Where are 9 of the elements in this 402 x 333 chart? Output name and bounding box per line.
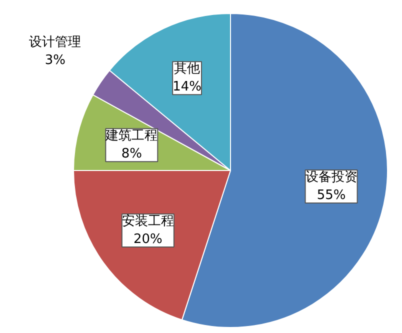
slice-label: 设备投资	[305, 170, 358, 185]
data-label: 55%	[316, 188, 346, 203]
data-label: 14%	[172, 80, 202, 95]
slice-label: 安装工程	[122, 212, 174, 229]
data-label: 8%	[121, 146, 142, 162]
slice-label: 设计管理	[29, 34, 82, 50]
slice-label: 其他	[174, 62, 200, 77]
data-label: 20%	[133, 232, 162, 247]
data-label: 3%	[44, 52, 66, 68]
